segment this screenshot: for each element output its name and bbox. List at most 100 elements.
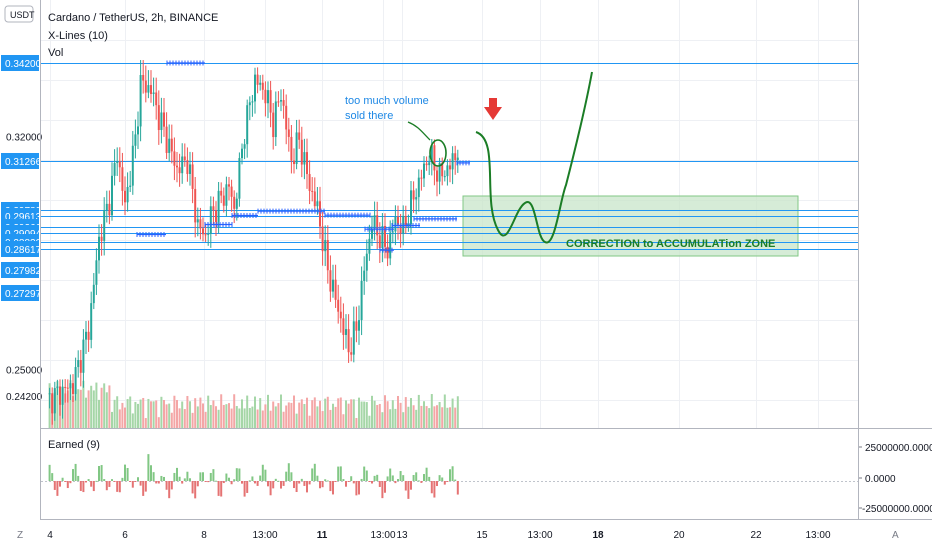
- volume-bar: [430, 394, 433, 428]
- volume-bar: [90, 385, 93, 428]
- candle-down: [261, 82, 264, 90]
- volume-bar: [293, 395, 295, 428]
- price-axis[interactable]: 0.320000.250000.242000.342000.312660.297…: [1, 55, 43, 403]
- candle-up: [254, 74, 256, 102]
- earned-bar-positive: [363, 466, 366, 481]
- volume-bar: [394, 408, 397, 428]
- volume-note-line2: sold there: [345, 110, 393, 122]
- earned-bar-positive: [147, 454, 150, 481]
- indicator-earned[interactable]: Earned (9): [48, 439, 100, 451]
- volume-bar: [121, 402, 124, 428]
- candle-down: [319, 201, 321, 227]
- earned-bar-negative: [142, 481, 145, 496]
- volume-bar: [64, 393, 67, 428]
- volume-bar: [402, 412, 405, 428]
- candle-down: [376, 215, 379, 236]
- candle-down: [79, 360, 82, 373]
- candle-up: [280, 100, 282, 102]
- currency-badge[interactable]: [4, 5, 34, 23]
- volume-bar: [456, 396, 459, 428]
- candle-up: [303, 152, 306, 165]
- earned-bar-negative: [66, 481, 69, 489]
- earned-bar-negative: [220, 481, 223, 497]
- candle-down: [378, 235, 381, 249]
- earned-bar-positive: [365, 470, 368, 481]
- volume-bar: [261, 410, 264, 428]
- volume-bar: [277, 403, 280, 428]
- candle-up: [267, 90, 269, 104]
- earned-bar-negative: [144, 481, 147, 492]
- volume-bar: [170, 412, 173, 428]
- earned-axis: 25000000.0000 0.0000 -25000000.0000: [858, 443, 932, 515]
- candle-down: [334, 279, 337, 300]
- volume-bar: [246, 395, 249, 428]
- candle-up: [402, 215, 405, 234]
- earned-bar-negative: [446, 481, 449, 482]
- price-label-text: 0.28617: [5, 245, 42, 256]
- volume-bar: [352, 399, 355, 428]
- candle-down: [173, 151, 176, 166]
- price-label-text: 0.29613: [5, 212, 42, 223]
- earned-bar-negative: [407, 481, 410, 499]
- candle-up: [85, 331, 87, 340]
- candle-down: [150, 85, 152, 94]
- earned-bar-positive: [209, 472, 212, 481]
- candle-down: [155, 92, 158, 106]
- candle-up: [113, 162, 116, 176]
- volume-bar: [129, 396, 132, 428]
- earned-bars: [41, 454, 858, 499]
- earned-bar-positive: [137, 477, 139, 481]
- earned-bar-positive: [152, 472, 155, 481]
- volume-bar: [183, 409, 186, 428]
- volume-bar: [423, 401, 425, 428]
- candle-up: [241, 148, 243, 159]
- volume-bar: [173, 395, 176, 428]
- zoom-toggle-icon[interactable]: Z: [17, 530, 23, 541]
- candle-up: [446, 165, 449, 177]
- earned-bar-positive: [77, 475, 80, 481]
- candle-up: [243, 144, 246, 149]
- earned-bar-positive: [225, 473, 228, 481]
- volume-bar: [248, 408, 251, 428]
- indicator-volume[interactable]: Vol: [48, 47, 64, 59]
- time-tick-label: 13:00: [527, 530, 552, 541]
- time-tick-label: 8: [201, 530, 207, 541]
- candle-down: [108, 203, 111, 216]
- volume-bar: [373, 400, 376, 428]
- volume-bar: [368, 415, 371, 428]
- volume-bar: [157, 417, 160, 428]
- time-axis[interactable]: 4 6 8 13:00 11 13:00 13 15 13:00 18 20 22 13:00: [47, 530, 831, 541]
- candle-up: [82, 339, 85, 373]
- candle-down: [212, 206, 215, 211]
- earned-bar-negative: [384, 481, 386, 493]
- candle-down: [308, 174, 311, 191]
- candle-up: [371, 229, 373, 239]
- earned-bar-negative: [368, 481, 371, 482]
- earned-bar-negative: [64, 481, 67, 482]
- earned-bar-negative: [282, 481, 285, 486]
- auto-scale-icon[interactable]: A: [892, 530, 899, 541]
- volume-bar: [298, 402, 301, 428]
- earned-bar-positive: [337, 466, 340, 481]
- earned-bar-negative: [332, 481, 334, 495]
- candle-down: [176, 165, 178, 168]
- earned-bar-negative: [436, 481, 438, 487]
- candle-down: [256, 74, 259, 85]
- price-label-text: 0.27297: [5, 289, 42, 300]
- candle-down: [326, 240, 329, 271]
- volume-bar: [79, 389, 82, 428]
- candle-down: [163, 112, 165, 127]
- volume-bar: [220, 394, 223, 428]
- volume-bar: [345, 400, 347, 428]
- volume-bar: [160, 396, 163, 428]
- earned-bar-positive: [121, 477, 124, 481]
- earned-bar-negative: [269, 481, 272, 496]
- indicator-xlines[interactable]: X-Lines (10): [48, 30, 108, 42]
- candle-down: [287, 129, 290, 137]
- volume-bar: [72, 396, 74, 428]
- time-tick-label: 13:00: [805, 530, 830, 541]
- candle-up: [251, 101, 254, 103]
- earned-bar-negative: [82, 481, 85, 493]
- symbol-title[interactable]: Cardano / TetherUS, 2h, BINANCE: [48, 12, 219, 24]
